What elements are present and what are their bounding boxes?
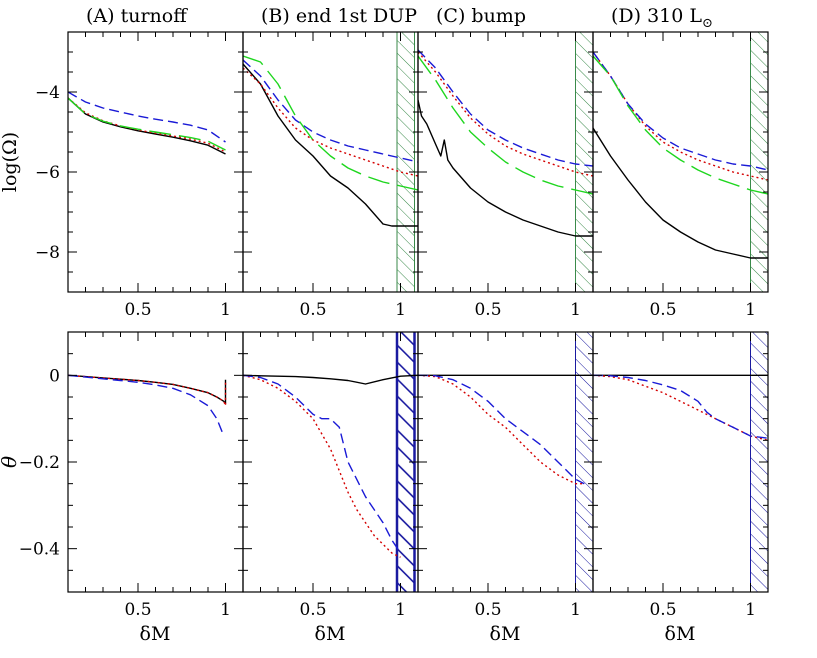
series-line-red [68, 374, 227, 407]
y-tick-label: −0.2 [19, 453, 60, 473]
hatch-band [575, 32, 593, 292]
series-line-blue [593, 374, 768, 439]
y-tick-label: −8 [35, 243, 60, 263]
x-tick-label: 1 [220, 300, 231, 320]
y-tick-label: −6 [35, 163, 60, 183]
panel-frame [67, 31, 244, 293]
x-tick-label: 1 [220, 600, 231, 620]
series-line-black [68, 374, 227, 405]
y-axis-label-top: log(Ω) [0, 132, 21, 192]
y-tick-label: −4 [35, 83, 60, 103]
panel-title: (C) bump [436, 5, 526, 27]
x-tick-label: 0.5 [474, 300, 501, 320]
series-line-black [243, 63, 418, 227]
x-axis-label: δM [665, 623, 696, 645]
panel-title: (B) end 1st DUP [261, 5, 417, 27]
y-tick-label: −0.4 [19, 540, 60, 560]
x-tick-label: 0.5 [124, 300, 151, 320]
series-line-blue [243, 59, 418, 163]
x-tick-label: 1 [395, 600, 406, 620]
series-line-black [593, 127, 768, 259]
series-line-red [418, 51, 593, 177]
y-axis-label-bottom: θ [0, 456, 21, 468]
series-line-blue [68, 91, 226, 143]
panel-frame [417, 331, 594, 593]
y-tick-label: 0 [49, 366, 60, 386]
panel-frame [592, 31, 769, 293]
series-line-black [243, 374, 418, 385]
panel-title-subscript: ⊙ [702, 16, 713, 31]
series-line-red [243, 374, 401, 558]
hatch-band [397, 32, 415, 292]
x-tick-label: 1 [570, 600, 581, 620]
series-line-blue [418, 49, 593, 167]
x-axis-label: δM [315, 623, 346, 645]
x-tick-label: 0.5 [649, 600, 676, 620]
x-axis-label: δM [490, 623, 521, 645]
series-line-green [243, 55, 418, 191]
x-tick-label: 0.5 [299, 300, 326, 320]
hatch-band [397, 332, 415, 592]
x-tick-label: 1 [745, 600, 756, 620]
series-line-blue [68, 374, 225, 437]
x-tick-label: 1 [570, 300, 581, 320]
x-tick-label: 1 [395, 300, 406, 320]
series-line-red [243, 67, 418, 177]
x-tick-label: 0.5 [649, 300, 676, 320]
series-line-red [68, 97, 226, 153]
panel-frame [592, 331, 769, 593]
x-axis-label: δM [140, 623, 171, 645]
panel-frame [242, 31, 419, 293]
series-line-red [418, 374, 585, 485]
x-tick-label: 1 [745, 300, 756, 320]
hatch-band [750, 32, 768, 292]
series-line-green [418, 55, 593, 195]
x-tick-label: 0.5 [299, 600, 326, 620]
panel-frame [67, 331, 244, 593]
series-line-black [418, 99, 593, 237]
x-tick-label: 0.5 [474, 600, 501, 620]
panel-title: (A) turnoff [86, 5, 188, 27]
series-line-red [593, 374, 768, 441]
x-tick-label: 0.5 [124, 600, 151, 620]
panel-title: (D) 310 L⊙ [611, 5, 713, 31]
series-line-black [68, 97, 226, 155]
series-line-blue [243, 374, 402, 554]
series-line-blue [418, 374, 585, 485]
series-line-green [593, 55, 768, 195]
series-line-blue [593, 51, 768, 171]
series-line-green [68, 97, 226, 151]
